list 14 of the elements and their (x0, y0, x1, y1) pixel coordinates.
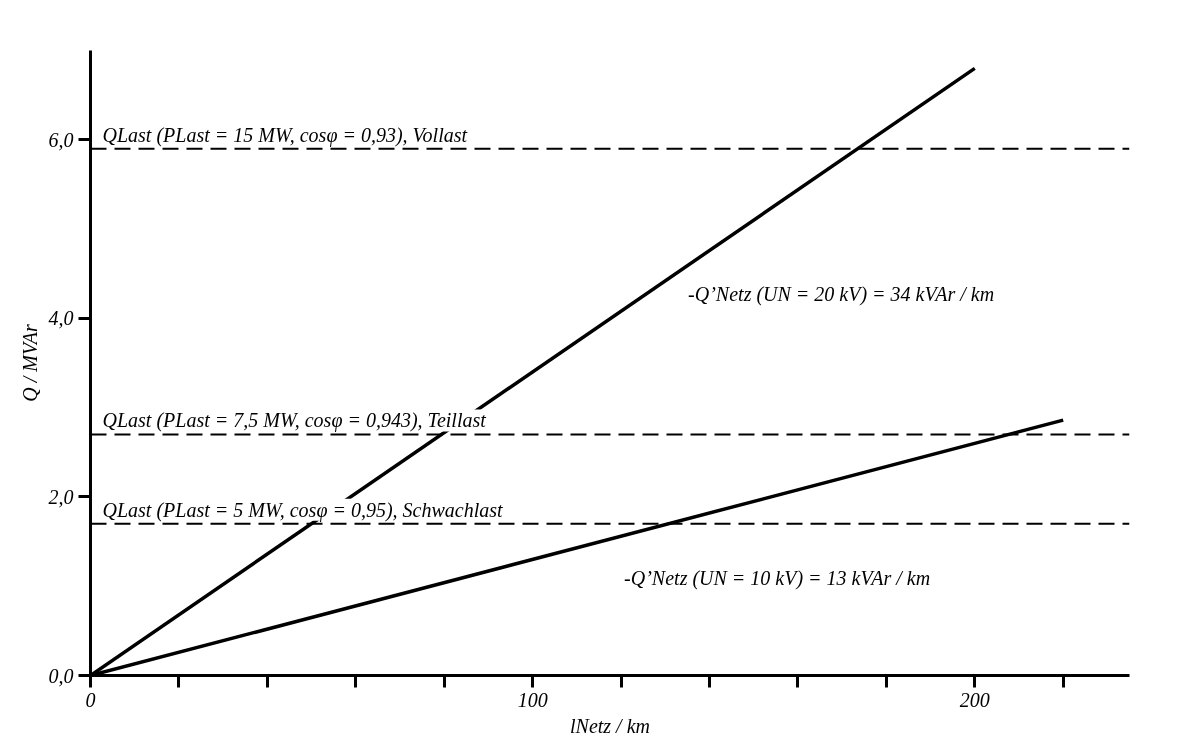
y-tick-label: 4,0 (48, 307, 74, 330)
series-label: -Q’Netz (UN = 10 kV) = 13 kVAr / km (624, 567, 931, 591)
annotation: QLast (PLast = 15 MW, cosφ = 0,93), Vollast (102, 123, 468, 147)
y-axis-title: Q / MVAr (18, 324, 41, 402)
y-tick-label: 2,0 (48, 485, 74, 508)
series-label: -Q’Netz (UN = 20 kV) = 34 kVAr / km (688, 282, 995, 306)
x-tick-label: 0 (85, 688, 96, 711)
x-axis-title: lNetz / km (570, 714, 650, 737)
y-tick-label: 0,0 (48, 664, 74, 687)
y-tick-label: 6,0 (48, 128, 74, 151)
annotation: QLast (PLast = 5 MW, cosφ = 0,95), Schwachlast (102, 498, 504, 522)
x-tick-label: 200 (959, 688, 990, 711)
x-tick-label: 100 (517, 688, 548, 711)
annotation: QLast (PLast = 7,5 MW, cosφ = 0,943), Teillast (102, 409, 487, 433)
